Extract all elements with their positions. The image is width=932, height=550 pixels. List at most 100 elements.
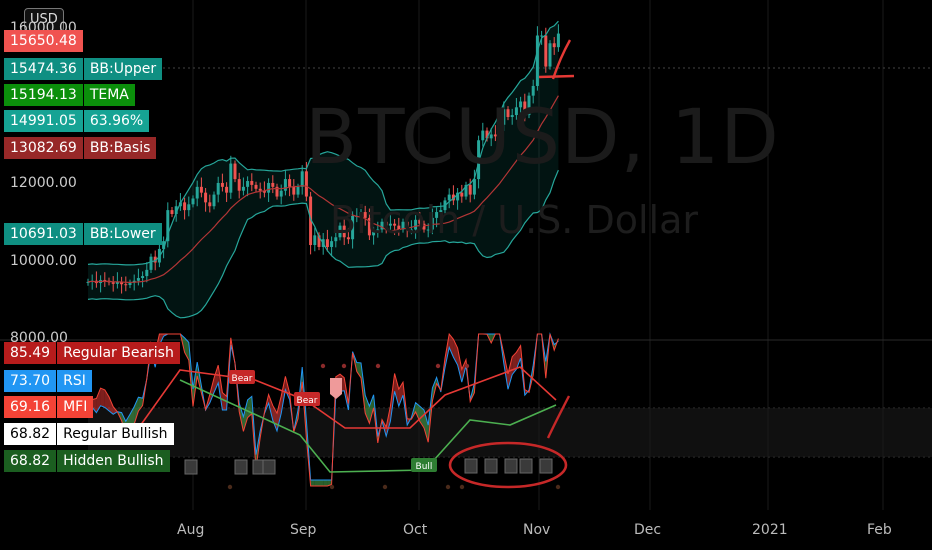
signal-tag-text: Bear — [297, 396, 318, 406]
candle-body — [111, 282, 115, 284]
candle-body — [325, 239, 329, 247]
oscillator-cloud-segment — [323, 480, 328, 486]
signal-dot — [435, 363, 441, 369]
candle-body — [174, 206, 178, 214]
signal-tag-text: Bear — [232, 374, 253, 384]
candle-body — [506, 109, 510, 117]
candle-body — [220, 182, 224, 187]
price_labels-label: 15474.36 BB:Upper — [4, 58, 163, 80]
osc-neutral-zone — [88, 408, 932, 457]
regular-bearish-divergence-line — [129, 366, 557, 441]
signal-tag — [294, 392, 320, 406]
candle-body — [510, 115, 514, 117]
candle-body — [283, 179, 287, 191]
osc_labels-value: 73.70 — [4, 370, 57, 392]
signal-dot — [375, 363, 381, 369]
oscillator-cloud-segment — [319, 480, 324, 486]
osc_labels-name: MFI — [57, 396, 94, 418]
candle-body — [300, 171, 304, 187]
bollinger-basis-line — [87, 95, 559, 284]
bull-marker — [519, 458, 533, 474]
candle-body — [363, 212, 367, 218]
candle-body — [435, 212, 439, 218]
candle-body — [153, 256, 157, 263]
signal-dot — [329, 484, 335, 490]
oscillator-cloud-segment — [424, 410, 429, 443]
candle-body — [271, 182, 275, 187]
currency-button[interactable]: USD — [24, 8, 64, 32]
candle-body — [195, 186, 199, 199]
signal-dot — [382, 484, 388, 490]
price_labels-value: 10691.03 — [4, 223, 83, 245]
osc_labels-label: 68.82 Regular Bullish — [4, 423, 174, 445]
signal-tag-text: Bull — [416, 462, 433, 472]
candle-body — [292, 186, 296, 195]
candle-body — [418, 219, 422, 224]
candle-body — [334, 237, 338, 242]
bollinger-upper-line — [87, 20, 559, 266]
candle-body — [464, 184, 468, 197]
candle-body — [233, 163, 237, 180]
oscillator-cloud-segment — [209, 378, 214, 403]
price-axis-tick: 10000.00 — [10, 253, 77, 269]
candle-body — [514, 107, 518, 116]
signal-dot — [464, 363, 470, 369]
candle-body — [145, 269, 149, 277]
candle-body — [552, 43, 556, 48]
candle-body — [502, 109, 506, 125]
price_labels-value: 15194.13 — [4, 84, 83, 106]
candle-body — [275, 186, 279, 197]
price_labels-value: 15474.36 — [4, 58, 83, 80]
price_labels-name: BB:Basis — [83, 137, 157, 159]
candle-body — [254, 184, 258, 189]
price_labels-name: BB:Upper — [83, 58, 163, 80]
price_labels-name: 63.96% — [83, 110, 150, 132]
candle-body — [342, 225, 346, 238]
candle-body — [208, 202, 212, 207]
candle-body — [128, 282, 132, 286]
candlestick-series — [86, 24, 560, 294]
time-axis-tick: Feb — [867, 522, 892, 538]
candle-body — [401, 221, 405, 230]
candle-body — [313, 235, 317, 246]
candle-body — [199, 186, 203, 193]
candle-body — [246, 181, 250, 187]
price_labels-label: 15194.13 TEMA — [4, 84, 135, 106]
candle-body — [367, 217, 371, 236]
candle-body — [229, 163, 233, 193]
candle-body — [535, 35, 539, 86]
signal-dot — [555, 484, 561, 490]
candle-body — [540, 35, 544, 37]
oscillator-cloud-segment — [277, 396, 282, 431]
price_labels-label: 13082.69 BB:Basis — [4, 137, 157, 159]
bull-marker — [484, 458, 498, 474]
oscillator-cloud-segment — [449, 334, 454, 358]
candle-body — [477, 140, 481, 180]
candle-body — [351, 215, 355, 240]
candle-body — [544, 35, 548, 67]
oscillator-cloud-segment — [508, 356, 513, 390]
candle-body — [456, 192, 460, 201]
time-axis-tick: Oct — [403, 522, 428, 538]
candle-body — [409, 229, 413, 231]
candle-body — [489, 134, 493, 139]
candle-body — [527, 95, 531, 116]
candle-body — [216, 182, 220, 195]
osc_labels-value: 68.82 — [4, 450, 57, 472]
candle-body — [267, 182, 271, 193]
candle-body — [183, 202, 187, 211]
candle-body — [414, 219, 418, 230]
candle-body — [384, 221, 388, 226]
time-axis-tick: Nov — [523, 522, 551, 538]
alert-marker — [330, 378, 342, 399]
candle-body — [86, 281, 90, 283]
candle-body — [241, 186, 245, 191]
candle-body — [187, 204, 191, 211]
candle-body — [262, 190, 266, 193]
watermark-description: Bitcoin / U.S. Dollar — [330, 198, 698, 242]
candle-body — [447, 194, 451, 201]
candle-body — [531, 85, 535, 96]
candle-body — [405, 221, 409, 230]
candle-body — [162, 241, 166, 249]
